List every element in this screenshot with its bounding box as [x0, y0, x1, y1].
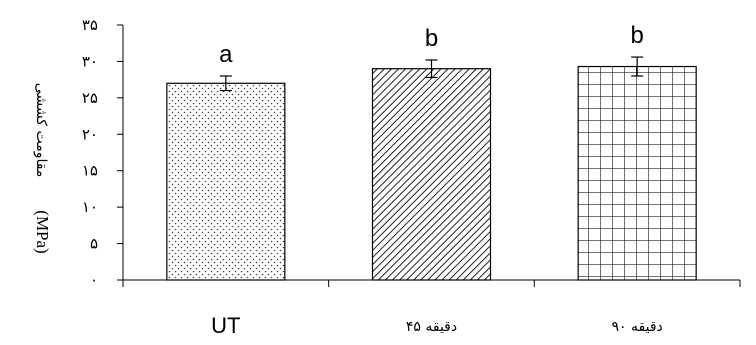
bar — [371, 68, 492, 281]
bar — [166, 82, 286, 281]
y-tick-label: ۲۵ — [82, 89, 98, 107]
y-axis-unit: (MPa) — [33, 210, 52, 253]
significance-letter: a — [219, 41, 233, 68]
y-tick-label: ۱۵ — [82, 162, 98, 180]
y-tick-label: ۱۰ — [82, 198, 98, 216]
y-axis-label: مقاومت کششی — [33, 83, 49, 178]
plot-area: ۰ ۵ ۱۰ ۱۵ ۲۰ ۲۵ ۳۰ ۳۵ a UT b دقیقه ۴۵ b دقیقه ۹۰ — [82, 16, 741, 338]
y-tick-label: ۰ — [90, 271, 98, 289]
category-label: دقیقه ۹۰ — [612, 319, 663, 335]
y-tick-label: ۲۰ — [82, 125, 98, 143]
significance-letter: b — [425, 25, 438, 52]
y-tick-label: ۵ — [90, 235, 98, 253]
y-tick-label: ۳۵ — [82, 16, 98, 34]
category-label: دقیقه ۴۵ — [406, 319, 457, 335]
significance-letter: b — [630, 22, 643, 49]
y-tick-label: ۳۰ — [82, 52, 98, 70]
bar — [577, 65, 697, 281]
category-label: UT — [211, 313, 240, 338]
